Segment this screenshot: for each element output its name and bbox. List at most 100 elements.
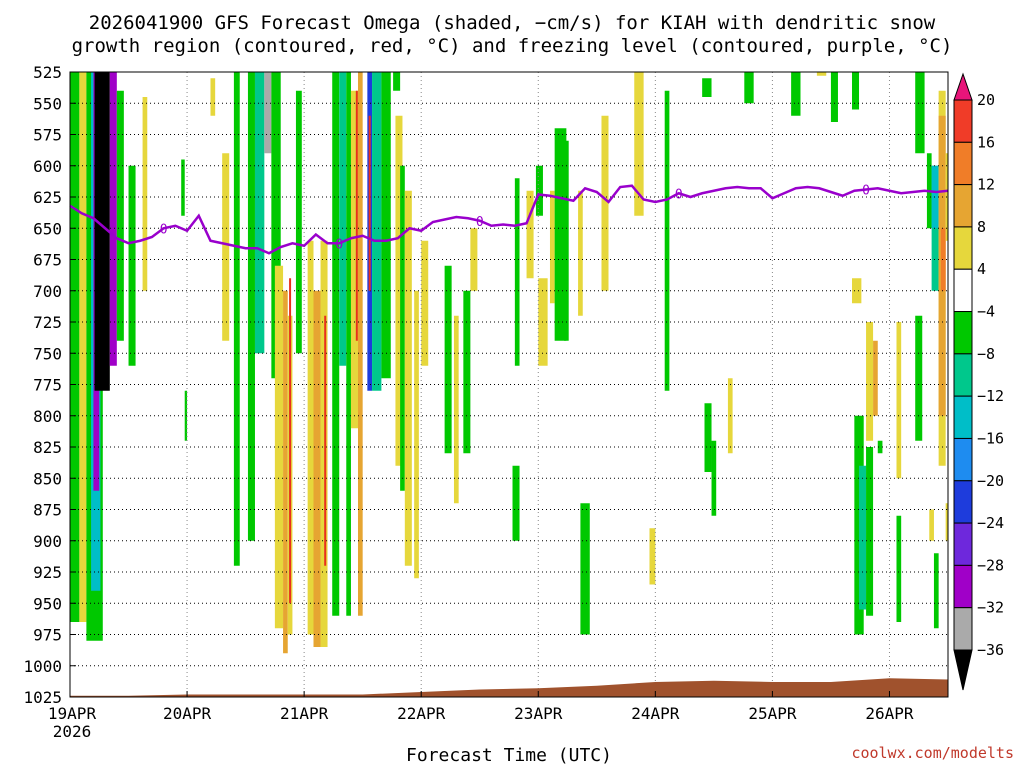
omega-cell — [744, 72, 754, 104]
x-axis-title: Forecast Time (UTC) — [406, 745, 612, 766]
freezing-level-line: 0 0 0 0 0 — [69, 184, 949, 255]
grid — [69, 71, 948, 698]
colorbar: 20 16 12 8 4 −4 −8 −12 −16 −20 −24 −28 −32 −36 — [953, 72, 1004, 691]
omega-cell — [313, 290, 321, 647]
freezing-level-label: 0 — [862, 184, 870, 199]
x-axis: 19APR 20APR 21APR 22APR 23APR 24APR 25APR 26APR — [48, 691, 914, 723]
colorbar-swatch — [953, 311, 973, 355]
colorbar-label: −8 — [977, 345, 995, 363]
omega-cell — [222, 153, 230, 341]
omega-cell — [116, 90, 124, 341]
colorbar-label: −4 — [977, 303, 995, 321]
omega-cell — [128, 165, 136, 366]
x-tick-label: 21APR — [280, 704, 329, 723]
plot-area: 0 0 0 0 0 — [69, 71, 949, 698]
colorbar-label: −28 — [977, 556, 1004, 574]
omega-cell — [929, 509, 934, 541]
y-axis: 525 550 575 600 625 650 675 700 725 750 775 800 825 8… — [23, 63, 76, 707]
omega-cell — [264, 72, 272, 154]
omega-cell — [702, 78, 712, 97]
omega-cell — [247, 72, 255, 541]
omega-cell — [933, 553, 939, 629]
colorbar-swatch — [953, 437, 973, 482]
omega-cell — [896, 322, 902, 479]
snow-growth-contours — [289, 90, 371, 604]
omega-cell — [945, 503, 948, 541]
colorbar-swatch — [953, 226, 973, 270]
ground-surface — [70, 678, 948, 697]
omega-cell — [873, 340, 878, 416]
omega-cell — [549, 190, 555, 304]
y-tick-label: 875 — [33, 501, 62, 520]
chart-title-line1: 2026041900 GFS Forecast Omega (shaded, −… — [89, 12, 936, 34]
omega-cell — [94, 72, 110, 391]
colorbar-swatch — [953, 522, 973, 566]
omega-cell — [181, 159, 185, 216]
y-tick-label: 950 — [33, 594, 62, 613]
omega-cell — [357, 72, 363, 616]
y-tick-label: 1025 — [23, 688, 62, 707]
colorbar-label: −12 — [977, 387, 1004, 405]
colorbar-label: 8 — [977, 218, 986, 236]
freezing-level-label: 0 — [476, 215, 484, 230]
omega-cell — [915, 315, 923, 441]
x-tick-label: 19APR — [48, 704, 97, 723]
omega-cell — [254, 72, 265, 354]
omega-cell — [649, 528, 656, 585]
omega-cell — [816, 72, 827, 76]
x-tick-label: 24APR — [631, 704, 680, 723]
colorbar-swatch — [953, 395, 973, 439]
colorbar-bottom-arrow — [953, 649, 973, 691]
colorbar-label: 20 — [977, 91, 995, 109]
omega-cell — [70, 72, 80, 622]
omega-cell — [580, 503, 590, 635]
omega-cell — [109, 72, 117, 366]
omega-cell — [421, 240, 429, 366]
omega-cell — [896, 515, 902, 622]
colorbar-label: −36 — [977, 641, 1004, 659]
x-year-label: 2026 — [53, 722, 92, 741]
colorbar-label: 16 — [977, 133, 995, 151]
omega-cell — [578, 190, 583, 316]
omega-cell — [283, 290, 288, 654]
omega-cell — [704, 403, 712, 472]
omega-cell — [470, 228, 478, 291]
omega-cell — [210, 78, 216, 116]
omega-cell — [400, 165, 405, 491]
omega-cell — [346, 72, 351, 616]
x-tick-label: 26APR — [865, 704, 914, 723]
colorbar-swatch — [953, 607, 973, 651]
omega-cell — [554, 128, 567, 341]
omega-cell — [711, 440, 717, 516]
colorbar-swatch — [953, 480, 973, 524]
omega-cell — [295, 90, 302, 354]
omega-cell — [791, 72, 801, 116]
omega-cell — [931, 165, 939, 229]
colorbar-label: −16 — [977, 429, 1004, 447]
omega-cell — [404, 190, 412, 566]
colorbar-top-arrow — [953, 72, 973, 101]
omega-cell — [601, 115, 609, 291]
y-tick-label: 575 — [33, 126, 62, 145]
omega-cell — [233, 72, 240, 566]
omega-cell — [381, 72, 391, 379]
colorbar-swatch — [953, 268, 973, 313]
freezing-level-label: 0 — [675, 187, 683, 202]
omega-cell — [444, 265, 452, 454]
omega-cell — [372, 72, 382, 391]
omega-cell — [940, 228, 946, 291]
omega-cell — [332, 72, 340, 616]
omega-cell — [866, 322, 874, 441]
x-tick-label: 20APR — [163, 704, 212, 723]
y-tick-label: 925 — [33, 563, 62, 582]
y-tick-label: 775 — [33, 376, 62, 395]
omega-cell — [859, 465, 867, 610]
chart-title-line2: growth region (contoured, red, °C) and f… — [72, 35, 953, 57]
ground-fill — [70, 678, 948, 697]
freezing-level-label: 0 — [335, 237, 343, 252]
y-tick-label: 600 — [33, 157, 62, 176]
omega-cell — [339, 72, 347, 366]
omega-cell — [915, 72, 925, 154]
